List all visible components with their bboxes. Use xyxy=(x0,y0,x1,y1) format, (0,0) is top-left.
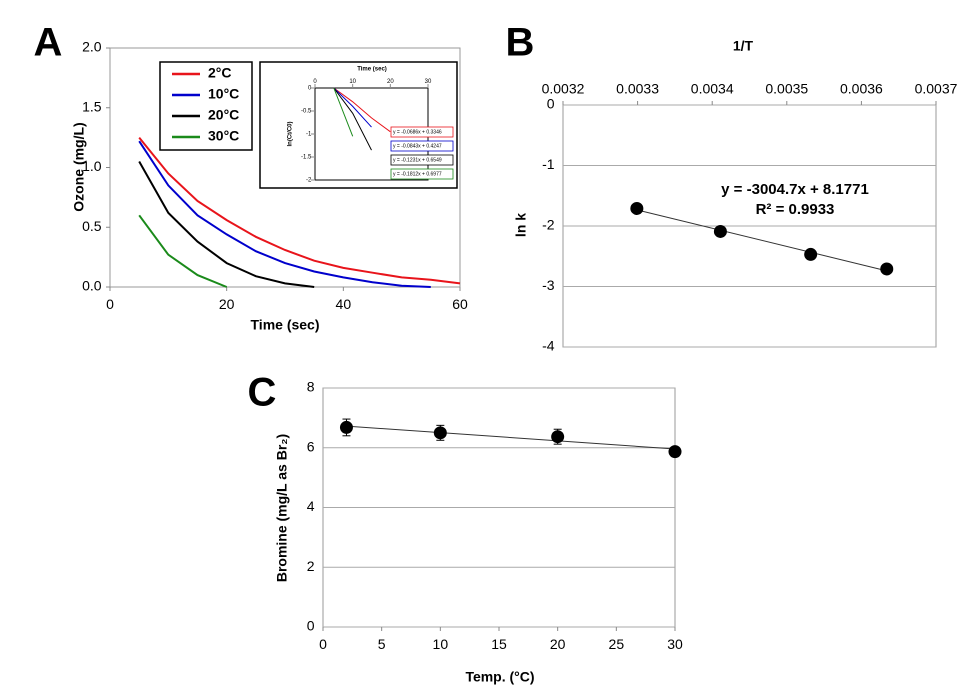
y-tick-label: 2.0 xyxy=(82,39,102,55)
point xyxy=(630,201,644,215)
y-axis-label: Ozone (mg/L) xyxy=(71,122,87,211)
equation-box xyxy=(390,126,454,138)
equation-box xyxy=(390,140,454,152)
x-tick-label: 0 xyxy=(313,79,317,85)
legend-label: 10°C xyxy=(208,86,239,102)
legend-label: 20°C xyxy=(208,107,239,123)
y-tick-label: -1.5 xyxy=(301,155,312,161)
data-line xyxy=(138,214,228,288)
y-tick-label: 4 xyxy=(307,498,315,514)
x-tick-label: 0.0037 xyxy=(915,80,958,96)
x-tick-label: 0.0036 xyxy=(840,80,883,96)
point xyxy=(804,247,818,261)
equation: y = -0.0686x + 0.3346 xyxy=(393,129,442,135)
legend-box xyxy=(159,61,253,151)
x-axis-label: Temp. (°C) xyxy=(465,669,534,685)
x-tick-label: 20 xyxy=(387,79,394,85)
equation: y = -0.1231x + 0.6549 xyxy=(393,157,442,163)
y-tick-label: 8 xyxy=(307,379,315,395)
x-tick-label: 0 xyxy=(319,636,327,652)
x-axis-label: 1/T xyxy=(733,38,754,54)
x-tick-label: 0.0033 xyxy=(616,80,659,96)
trendline xyxy=(636,209,887,272)
legend-label: 2°C xyxy=(208,65,232,81)
y-tick-label: -1 xyxy=(542,156,555,172)
x-tick-label: 15 xyxy=(491,636,507,652)
data-line xyxy=(333,87,354,137)
point xyxy=(551,430,565,444)
x-tick-label: 0.0032 xyxy=(542,80,585,96)
equation: y = -3004.7x + 8.1771 xyxy=(721,181,869,198)
y-axis-label: Bromine (mg/L as Br₂) xyxy=(274,434,290,582)
data-line xyxy=(138,140,431,288)
y-tick-label: -1 xyxy=(306,132,312,138)
data-line xyxy=(333,87,372,128)
x-tick-label: 20 xyxy=(550,636,566,652)
panel-letter: C xyxy=(248,371,277,415)
y-tick-label: -2 xyxy=(542,217,555,233)
y-tick-label: -3 xyxy=(542,277,555,293)
panel-letter: B xyxy=(506,21,535,65)
point xyxy=(713,224,727,238)
y-tick-label: 0.0 xyxy=(82,278,102,294)
equation-box xyxy=(390,168,454,180)
x-tick-label: 30 xyxy=(667,636,683,652)
data-line xyxy=(333,87,391,133)
x-tick-label: 60 xyxy=(452,296,468,312)
y-tick-label: 1.0 xyxy=(82,158,102,174)
x-tick-label: 10 xyxy=(349,79,356,85)
trendline xyxy=(346,425,676,450)
legend-label: 30°C xyxy=(208,128,239,144)
y-axis-label: ln(Ct/C0) xyxy=(288,122,294,147)
data-line xyxy=(138,161,315,288)
data-line xyxy=(138,136,461,285)
point xyxy=(433,426,447,440)
panel-letter: A xyxy=(34,21,63,65)
x-tick-label: 30 xyxy=(425,79,432,85)
x-tick-label: 20 xyxy=(219,296,235,312)
equation-box xyxy=(390,154,454,166)
equation: y = -0.1812x + 0.6977 xyxy=(393,171,442,177)
x-axis-label: Time (sec) xyxy=(251,317,320,333)
x-tick-label: 40 xyxy=(336,296,352,312)
equation: R² = 0.9933 xyxy=(756,201,835,218)
y-tick-label: 0 xyxy=(307,618,315,634)
x-tick-label: 0.0034 xyxy=(691,80,734,96)
equation: y = -0.0843x + 0.4247 xyxy=(393,143,442,149)
x-axis-label: Time (sec) xyxy=(357,67,387,73)
y-tick-label: -0.5 xyxy=(301,109,312,115)
x-tick-label: 0 xyxy=(106,296,114,312)
y-tick-label: 0.5 xyxy=(82,218,102,234)
y-tick-label: -4 xyxy=(542,338,555,354)
y-tick-label: 1.5 xyxy=(82,98,102,114)
y-tick-label: 0 xyxy=(308,86,312,92)
x-tick-label: 0.0035 xyxy=(765,80,808,96)
y-tick-label: 6 xyxy=(307,438,315,454)
y-tick-label: 2 xyxy=(307,558,315,574)
point xyxy=(880,262,894,276)
y-axis-label: ln k xyxy=(513,213,529,237)
point xyxy=(668,445,682,459)
y-tick-label: -2 xyxy=(306,178,312,184)
x-tick-label: 25 xyxy=(609,636,625,652)
y-tick-label: 0 xyxy=(547,96,555,112)
x-tick-label: 5 xyxy=(378,636,386,652)
data-line xyxy=(333,87,372,151)
x-tick-label: 10 xyxy=(433,636,449,652)
point xyxy=(339,420,353,434)
